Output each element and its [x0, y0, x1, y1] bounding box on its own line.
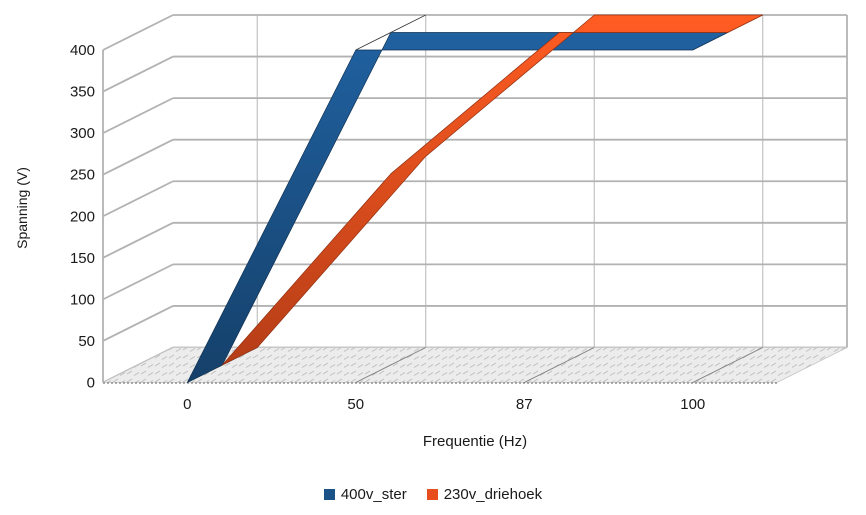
y-tick-label: 100 [70, 291, 95, 308]
x-tick-label: 50 [347, 396, 364, 413]
gridline-y-leftwall [102, 180, 174, 218]
legend-label: 230v_driehoek [443, 486, 543, 503]
legend-label: 400v_ster [340, 486, 407, 503]
ribbon-crease-line [355, 14, 426, 51]
legend-swatch [323, 489, 335, 500]
floor-gridline-x [524, 347, 595, 383]
y-tick-label: 400 [70, 42, 95, 59]
gridline-y-leftwall [102, 263, 174, 301]
x-axis-title: Frequentie (Hz) [422, 433, 528, 450]
ribbon-230v_driehoek [221, 14, 764, 366]
gridline-y-leftwall [102, 222, 174, 259]
legend-item-230v_driehoek: 230v_driehoek [426, 486, 543, 503]
chart-3d-plot: 0 50 100 150 200 250 300 350 400 0 50 87 100 [70, 14, 848, 413]
legend-swatch [426, 489, 438, 500]
chart-legend: 400v_ster 230v_driehoek [0, 486, 866, 503]
y-axis-title: Spanning (V) [14, 167, 30, 249]
gridline-y-leftwall [102, 305, 174, 342]
x-tick-label: 100 [680, 396, 705, 413]
gridline-y-leftwall [102, 14, 174, 51]
y-tick-label: 300 [70, 125, 95, 142]
gridline-y-leftwall [102, 55, 174, 93]
legend-item-400v_ster: 400v_ster [323, 486, 407, 503]
floor-gridline-x [692, 347, 763, 383]
floor-gridline-x [355, 347, 426, 383]
x-tick-label: 0 [183, 396, 191, 413]
y-tick-label: 50 [78, 333, 95, 350]
y-tick-label: 200 [70, 208, 95, 225]
y-tick-label: 0 [87, 375, 95, 392]
gridline-y-leftwall [102, 138, 174, 176]
y-tick-label: 150 [70, 250, 95, 267]
y-tick-label: 250 [70, 167, 95, 184]
gridline-y-leftwall [102, 97, 174, 134]
y-tick-label: 350 [70, 84, 95, 101]
x-tick-label: 87 [516, 396, 533, 413]
